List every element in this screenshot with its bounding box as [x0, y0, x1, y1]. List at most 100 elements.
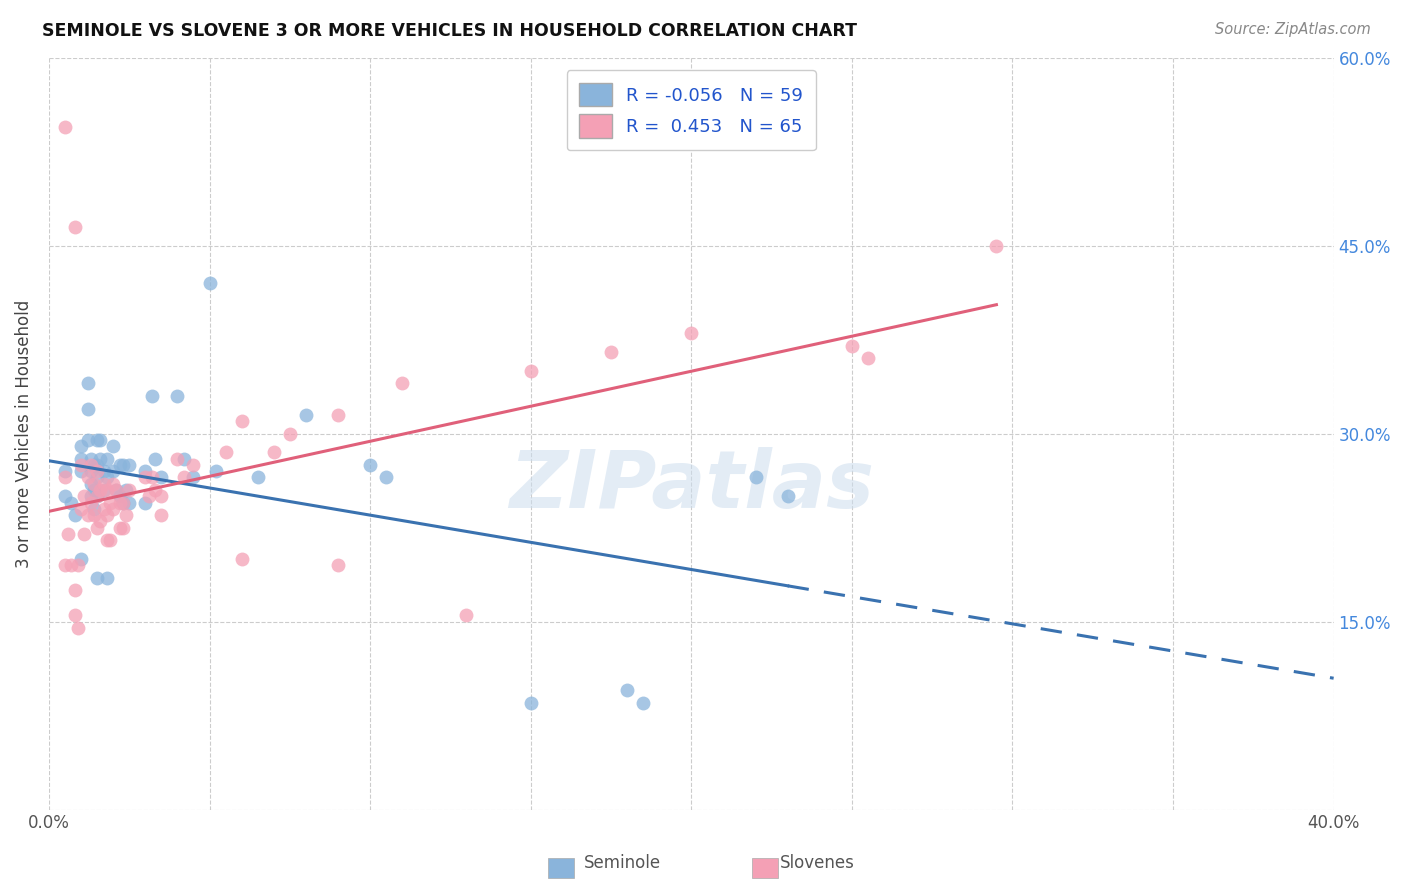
Point	[111, 520, 134, 534]
Point	[118, 483, 141, 497]
Point	[66, 558, 89, 573]
Point	[278, 426, 301, 441]
Point	[80, 489, 103, 503]
Point	[83, 476, 105, 491]
Point	[118, 458, 141, 472]
Point	[73, 526, 96, 541]
Point	[115, 483, 138, 497]
Point	[80, 464, 103, 478]
Point	[326, 408, 349, 422]
Point	[231, 552, 253, 566]
Point	[86, 489, 108, 503]
Point	[58, 526, 80, 541]
Point	[53, 470, 76, 484]
Point	[89, 514, 111, 528]
Point	[98, 495, 121, 509]
Point	[83, 483, 105, 497]
Point	[103, 501, 125, 516]
Point	[89, 433, 111, 447]
Point	[359, 458, 381, 472]
Point	[53, 464, 76, 478]
Point	[98, 533, 121, 548]
Point	[63, 608, 86, 623]
Point	[93, 483, 115, 497]
Point	[456, 608, 478, 623]
Point	[80, 495, 103, 509]
Point	[134, 470, 156, 484]
Point	[141, 389, 163, 403]
Point	[83, 508, 105, 522]
Point	[53, 120, 76, 134]
Point	[83, 501, 105, 516]
Point	[80, 476, 103, 491]
Point	[70, 439, 93, 453]
Point	[86, 433, 108, 447]
Point	[108, 489, 131, 503]
Point	[519, 696, 541, 710]
Point	[115, 508, 138, 522]
Point	[60, 558, 83, 573]
Point	[326, 558, 349, 573]
Point	[86, 571, 108, 585]
Point	[246, 470, 269, 484]
Point	[63, 508, 86, 522]
Text: Source: ZipAtlas.com: Source: ZipAtlas.com	[1215, 22, 1371, 37]
Point	[63, 583, 86, 598]
Point	[76, 433, 98, 447]
Point	[616, 683, 638, 698]
Point	[76, 376, 98, 391]
Point	[231, 414, 253, 428]
Point	[70, 451, 93, 466]
Point	[134, 495, 156, 509]
Point	[103, 464, 125, 478]
Point	[76, 401, 98, 416]
Point	[70, 458, 93, 472]
Point	[183, 458, 205, 472]
Point	[86, 489, 108, 503]
Point	[86, 458, 108, 472]
Point	[173, 451, 195, 466]
Point	[631, 696, 654, 710]
Point	[66, 621, 89, 635]
Point	[86, 470, 108, 484]
Point	[375, 470, 398, 484]
Point	[76, 470, 98, 484]
Point	[173, 470, 195, 484]
Point	[108, 520, 131, 534]
Point	[96, 483, 118, 497]
Point	[138, 489, 160, 503]
Point	[96, 533, 118, 548]
Point	[150, 489, 173, 503]
Point	[141, 470, 163, 484]
Point	[134, 464, 156, 478]
Point	[391, 376, 413, 391]
Point	[103, 439, 125, 453]
Point	[856, 351, 879, 366]
Point	[600, 345, 623, 359]
Text: Slovenes: Slovenes	[780, 855, 855, 872]
Text: SEMINOLE VS SLOVENE 3 OR MORE VEHICLES IN HOUSEHOLD CORRELATION CHART: SEMINOLE VS SLOVENE 3 OR MORE VEHICLES I…	[42, 22, 858, 40]
Point	[86, 464, 108, 478]
Point	[183, 470, 205, 484]
Point	[214, 445, 236, 459]
Point	[73, 489, 96, 503]
Point	[53, 558, 76, 573]
Point	[70, 552, 93, 566]
Point	[93, 501, 115, 516]
Point	[205, 464, 228, 478]
Point	[986, 238, 1008, 252]
Point	[198, 277, 221, 291]
Point	[681, 326, 703, 341]
Point	[263, 445, 285, 459]
Point	[111, 458, 134, 472]
Text: ZIPatlas: ZIPatlas	[509, 447, 873, 525]
Point	[143, 483, 166, 497]
Point	[111, 495, 134, 509]
Point	[776, 489, 799, 503]
Point	[70, 464, 93, 478]
Point	[83, 458, 105, 472]
Point	[80, 458, 103, 472]
Point	[60, 495, 83, 509]
Point	[105, 483, 128, 497]
Point	[86, 520, 108, 534]
